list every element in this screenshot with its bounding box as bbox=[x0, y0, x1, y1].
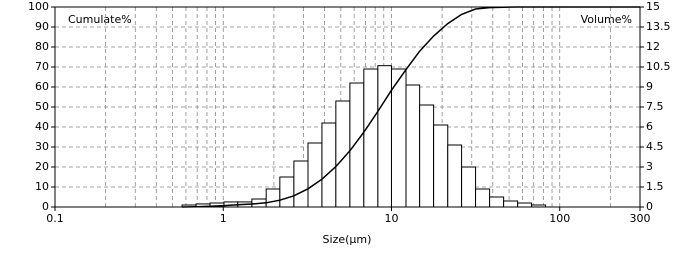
bar bbox=[265, 188, 281, 208]
bar bbox=[447, 144, 463, 208]
y2-tick-label: 13.5 bbox=[646, 20, 671, 33]
plot-frame bbox=[54, 6, 641, 208]
bar bbox=[475, 188, 491, 208]
y-tick-label: 0 bbox=[42, 200, 49, 213]
y-tick-label: 10 bbox=[35, 180, 49, 193]
bar bbox=[279, 176, 295, 208]
y2-tick-label: 3 bbox=[646, 160, 653, 173]
bar bbox=[405, 84, 421, 208]
y-tick-label: 90 bbox=[35, 20, 49, 33]
y-tick-label: 30 bbox=[35, 140, 49, 153]
y2-tick-label: 0 bbox=[646, 200, 653, 213]
y2-axis-label: Volume% bbox=[581, 13, 632, 26]
bar bbox=[503, 200, 519, 208]
y2-tick-label: 12 bbox=[646, 40, 660, 53]
y-tick-label: 70 bbox=[35, 60, 49, 73]
bar bbox=[419, 104, 435, 208]
x-tick-label: 1 bbox=[220, 212, 227, 225]
y-tick-label: 80 bbox=[35, 40, 49, 53]
x-tick-label: 100 bbox=[549, 212, 570, 225]
x-tick-label: 10 bbox=[384, 212, 398, 225]
x-tick-label: 0.1 bbox=[46, 212, 64, 225]
bar bbox=[390, 68, 407, 208]
bar bbox=[517, 202, 533, 208]
y2-tick-label: 10.5 bbox=[646, 60, 671, 73]
x-axis-label: Size(µm) bbox=[323, 233, 372, 246]
y2-tick-label: 6 bbox=[646, 120, 653, 133]
bar bbox=[293, 160, 309, 208]
y-tick-label: 60 bbox=[35, 80, 49, 93]
bar bbox=[433, 124, 449, 208]
bar bbox=[321, 122, 337, 208]
x-tick-label: 300 bbox=[630, 212, 651, 225]
bar bbox=[307, 142, 323, 208]
y-tick-label: 40 bbox=[35, 120, 49, 133]
y-tick-label: 20 bbox=[35, 160, 49, 173]
y2-tick-label: 1.5 bbox=[646, 180, 664, 193]
y2-tick-label: 9 bbox=[646, 80, 653, 93]
bar bbox=[461, 166, 477, 208]
y2-tick-label: 7.5 bbox=[646, 100, 664, 113]
y-tick-label: 50 bbox=[35, 100, 49, 113]
bar bbox=[349, 82, 365, 208]
bar bbox=[377, 65, 392, 208]
y-axis-label: Cumulate% bbox=[68, 13, 132, 26]
bar bbox=[489, 196, 505, 208]
bar bbox=[363, 68, 379, 208]
y2-tick-label: 4.5 bbox=[646, 140, 664, 153]
y-tick-label: 100 bbox=[28, 0, 49, 13]
y2-tick-label: 15 bbox=[646, 0, 660, 13]
